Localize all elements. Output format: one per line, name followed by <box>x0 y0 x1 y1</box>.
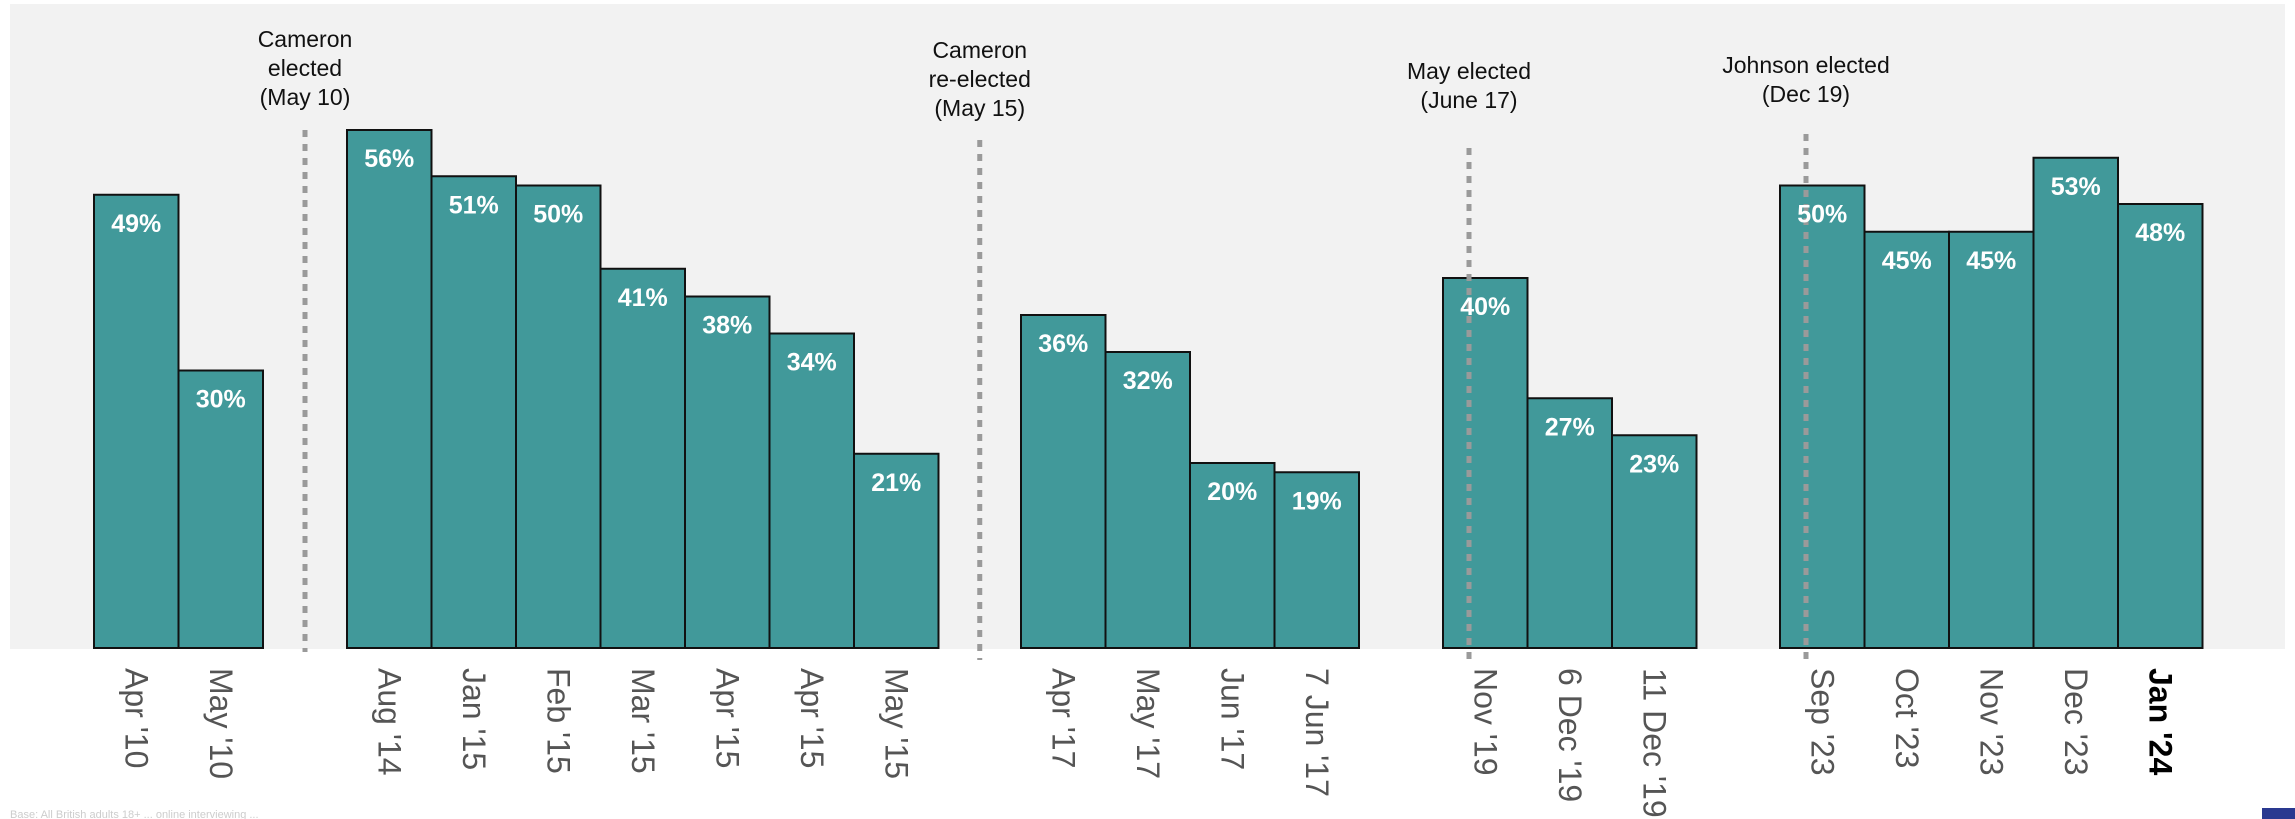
data-label: 38% <box>702 312 752 340</box>
x-tick-label: 11 Dec '19 <box>1636 668 1672 818</box>
x-tick-label: Apr '15 <box>794 668 830 768</box>
data-label: 45% <box>1882 247 1932 275</box>
bar <box>177 369 264 649</box>
bar <box>2032 156 2119 649</box>
x-tick-label: Feb '15 <box>540 668 576 774</box>
data-label: 49% <box>111 210 161 238</box>
bar <box>430 175 517 649</box>
x-tick-label: Jun '17 <box>1214 668 1250 770</box>
x-tick-label: Aug '14 <box>371 668 407 776</box>
x-tick-label: Apr '10 <box>118 668 154 768</box>
event-annotation: Cameron elected (May 10) <box>258 26 353 110</box>
x-tick-label: Sep '23 <box>1804 668 1840 776</box>
bar <box>599 267 686 649</box>
data-label: 36% <box>1038 330 1088 358</box>
x-tick-label: 6 Dec '19 <box>1552 668 1588 802</box>
bar <box>1779 184 1866 649</box>
data-label: 41% <box>618 284 668 312</box>
x-tick-label: Dec '23 <box>2058 668 2094 776</box>
data-label: 45% <box>1966 247 2016 275</box>
bar <box>515 184 602 649</box>
bar <box>1442 277 1529 649</box>
bar <box>1863 230 1950 649</box>
x-tick-label: May '17 <box>1130 668 1166 779</box>
x-tick-label: May '15 <box>878 668 914 779</box>
x-tick-label: Jan '15 <box>456 668 492 770</box>
data-label: 20% <box>1207 478 1257 506</box>
x-tick-label: May '10 <box>203 668 239 779</box>
data-label: 56% <box>364 145 414 173</box>
data-label: 48% <box>2135 219 2185 247</box>
bar <box>1948 230 2035 649</box>
x-tick-label: Nov '23 <box>1973 668 2009 776</box>
data-label: 53% <box>2051 173 2101 201</box>
bar <box>853 452 940 649</box>
bar <box>2117 203 2204 649</box>
data-label: 21% <box>871 469 921 497</box>
bar <box>346 129 433 649</box>
bar <box>684 295 771 649</box>
x-tick-label: Apr '17 <box>1045 668 1081 768</box>
data-label: 23% <box>1629 450 1679 478</box>
data-label: 50% <box>1797 201 1847 229</box>
x-tick-label: Nov '19 <box>1467 668 1503 776</box>
x-tick-label: Jan '24 <box>2142 668 2178 775</box>
bar <box>1020 314 1107 649</box>
bar <box>1189 462 1276 649</box>
bar <box>1273 471 1360 649</box>
data-label: 40% <box>1460 293 1510 321</box>
source-note: Base: All British adults 18+ ... online … <box>10 809 259 819</box>
bar <box>768 332 855 649</box>
event-annotation: Cameron re-elected (May 15) <box>929 37 1031 121</box>
data-label: 27% <box>1545 413 1595 441</box>
x-tick-label: 7 Jun '17 <box>1299 668 1335 797</box>
bar <box>1526 397 1613 649</box>
footer-accent-block <box>2262 808 2295 819</box>
x-tick-label: Mar '15 <box>625 668 661 774</box>
event-annotation: Johnson elected (Dec 19) <box>1722 52 1890 107</box>
x-tick-label: Oct '23 <box>1889 668 1925 768</box>
data-label: 30% <box>196 386 246 414</box>
bar <box>1104 351 1191 649</box>
data-label: 19% <box>1292 487 1342 515</box>
event-annotation: May elected (June 17) <box>1407 58 1531 113</box>
x-tick-label: Apr '15 <box>709 668 745 768</box>
data-label: 34% <box>787 349 837 377</box>
data-label: 32% <box>1123 367 1173 395</box>
data-label: 51% <box>449 191 499 219</box>
data-label: 50% <box>533 201 583 229</box>
bar <box>93 193 180 649</box>
bar <box>1611 434 1698 649</box>
